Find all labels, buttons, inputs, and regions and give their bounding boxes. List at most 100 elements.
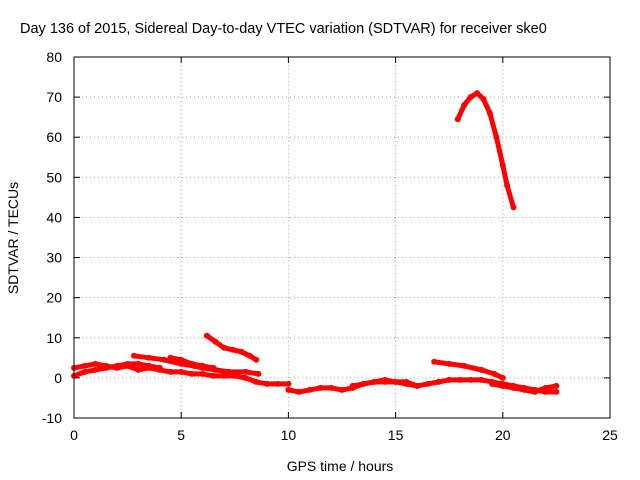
data-point: [317, 384, 324, 391]
data-point: [285, 380, 292, 387]
data-point: [242, 374, 249, 381]
data-point: [246, 352, 253, 359]
y-tick-label: 30: [46, 250, 62, 266]
y-tick-label: 80: [46, 49, 62, 65]
data-point: [253, 356, 260, 363]
x-tick-label: 10: [281, 427, 297, 443]
data-point: [146, 354, 152, 361]
data-point: [113, 362, 120, 369]
data-point: [467, 376, 474, 383]
x-axis-label: GPS time / hours: [287, 458, 394, 474]
data-point: [371, 378, 378, 385]
data-point: [188, 360, 195, 367]
data-point: [161, 356, 167, 363]
data-point: [499, 382, 506, 389]
data-point: [489, 380, 496, 387]
data-point: [491, 370, 498, 377]
x-tick-label: 5: [177, 427, 185, 443]
data-point: [424, 380, 431, 387]
data-point: [553, 388, 560, 395]
data-point: [81, 362, 88, 369]
data-point: [221, 344, 228, 351]
data-point: [381, 378, 388, 385]
data-point: [156, 364, 163, 371]
data-point: [285, 386, 292, 393]
data-point: [349, 382, 356, 389]
data-point: [414, 382, 420, 389]
data-point: [221, 372, 228, 379]
data-point: [493, 134, 500, 141]
y-tick-label: 70: [46, 89, 62, 105]
data-point: [146, 362, 152, 369]
axis-ticks: 0 5 10 15 20 25 -10 0 10 20 30 40 50 60 70 80: [42, 49, 618, 443]
x-tick-label: 25: [602, 427, 618, 443]
data-point: [199, 362, 206, 369]
data-point: [255, 370, 262, 377]
data-point: [188, 370, 195, 377]
y-tick-label: -10: [42, 410, 62, 426]
data-point: [92, 360, 99, 367]
data-point: [510, 204, 517, 211]
data-point: [238, 348, 245, 355]
data-point: [135, 360, 142, 367]
data-point: [81, 368, 88, 375]
data-point: [328, 384, 335, 391]
data-point: [532, 388, 538, 395]
data-point: [454, 116, 461, 123]
data-point: [229, 346, 236, 353]
data-point: [339, 386, 345, 393]
data-point: [461, 362, 468, 369]
series-track-10: [455, 90, 516, 210]
data-point: [499, 374, 506, 381]
data-point: [167, 368, 174, 375]
data-point: [521, 386, 528, 393]
y-tick-label: 20: [46, 290, 62, 306]
data-point: [461, 102, 468, 109]
data-point: [210, 364, 217, 371]
data-point: [92, 366, 99, 373]
data-point: [264, 380, 270, 387]
data-point: [178, 356, 185, 363]
data-point: [253, 378, 260, 385]
data-point: [103, 364, 110, 371]
data-point: [225, 368, 232, 375]
x-tick-label: 20: [495, 427, 511, 443]
data-point: [480, 96, 487, 103]
data-point: [431, 358, 438, 365]
y-tick-label: 10: [46, 330, 62, 346]
data-point: [212, 338, 219, 345]
x-tick-label: 15: [388, 427, 404, 443]
x-tick-label: 0: [70, 427, 78, 443]
y-axis-label: SDTVAR / TECUs: [5, 182, 21, 294]
data-point: [542, 384, 549, 391]
data-point: [553, 382, 560, 389]
y-tick-label: 40: [46, 209, 62, 225]
chart-title: Day 136 of 2015, Sidereal Day-to-day VTE…: [20, 21, 547, 37]
data-point: [403, 380, 410, 387]
data-point: [178, 368, 185, 375]
data-point: [392, 378, 399, 385]
y-tick-label: 60: [46, 129, 62, 145]
data-point: [456, 376, 463, 383]
data-point: [467, 94, 474, 101]
data-point: [504, 182, 511, 189]
data-point: [124, 360, 131, 367]
y-tick-label: 0: [54, 370, 62, 386]
data-point: [486, 110, 493, 117]
data-point: [210, 372, 217, 379]
data-point: [296, 388, 303, 395]
grid-lines: [74, 57, 610, 418]
data-point: [360, 380, 367, 387]
data-point: [474, 90, 481, 97]
data-point: [435, 378, 442, 385]
data-point: [242, 368, 249, 375]
data-point: [510, 384, 517, 391]
data-point: [306, 386, 313, 393]
data-point: [499, 162, 506, 169]
data-point: [167, 354, 174, 361]
data-point: [446, 360, 453, 367]
data-point: [446, 376, 453, 383]
data-point: [478, 366, 485, 373]
data-series: [71, 90, 560, 395]
